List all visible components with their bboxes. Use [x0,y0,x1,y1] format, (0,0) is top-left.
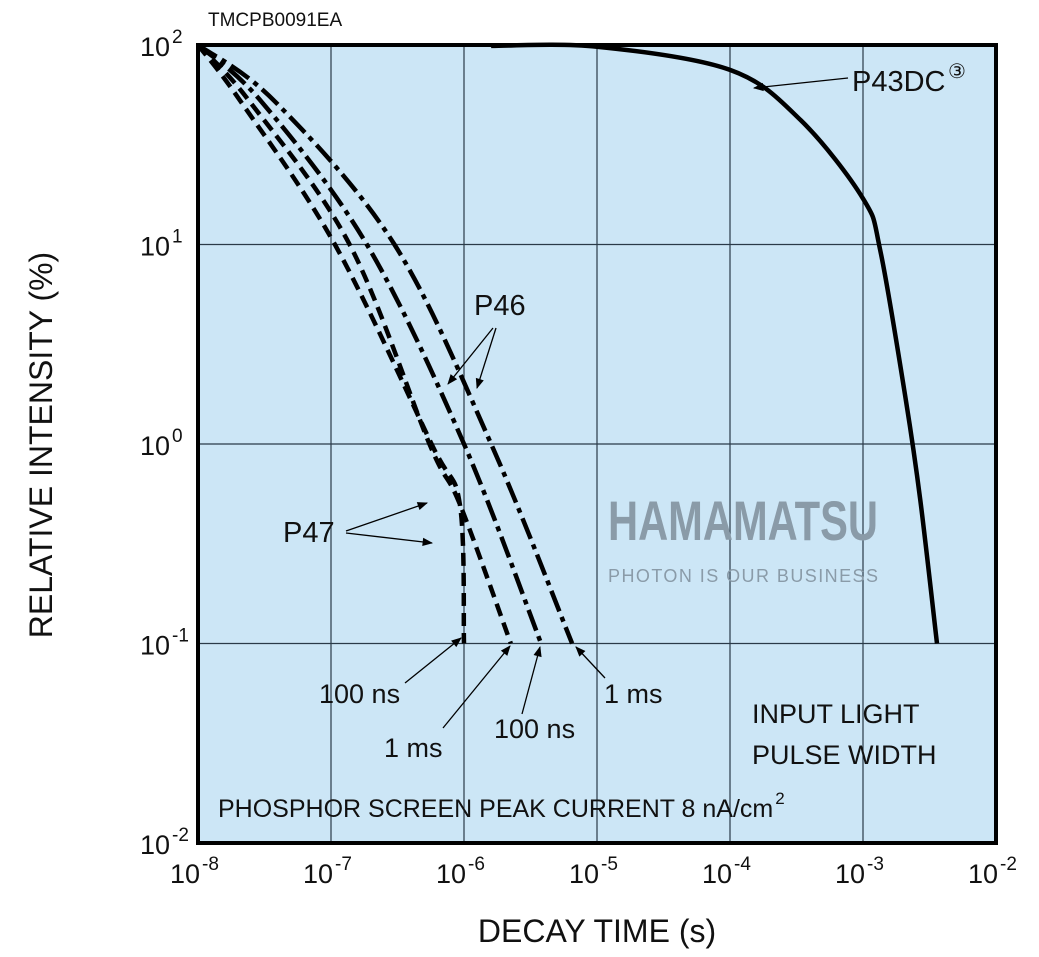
curve-p47-1ms [196,43,513,645]
y-tick-exponent: -2 [172,825,189,846]
annotations: P43DC ③ P46 P47 100 ns 1 ms 100 ns 1 ms … [218,61,966,823]
x-tick-exponent: -5 [601,854,618,875]
y-tick-label: 10 [140,232,170,262]
label-p47-100ns: 100 ns [319,679,400,709]
x-axis-title: DECAY TIME (s) [478,913,716,949]
arrow-p47-100ns [404,637,462,684]
x-tick-label: 10 [968,859,998,889]
x-tick-exponent: -7 [335,854,352,875]
x-tick-exponent: -4 [734,854,751,875]
y-tick-label: 10 [140,32,170,62]
arrow-p46-1ms [575,646,606,679]
curve-p43dc [491,42,940,644]
plot-frame [196,43,998,845]
curve-p46-100ns [196,43,544,645]
label-p46-1ms: 1 ms [604,679,663,709]
curves [196,42,940,645]
arrow-p47-a [345,502,428,532]
arrow-p43dc [752,77,849,92]
arrow-p47-b [345,532,434,547]
figure-code: TMCPB0091EA [208,10,342,31]
y-tick-label: 10 [140,631,170,661]
arrow-p46-a [447,327,494,385]
annotation-arrows [345,77,849,729]
curve-p47-100ns [196,43,467,644]
y-axis-title: RELATIVE INTENSITY (%) [23,252,59,638]
y-tick-label: 10 [140,431,170,461]
label-p43dc: P43DC [852,66,946,98]
x-tick-label: 10 [702,859,732,889]
watermark-tagline: PHOTON IS OUR BUSINESS [608,566,878,586]
arrow-p46-b [475,327,497,389]
y-tick-exponent: 1 [172,227,183,248]
x-tick-label: 10 [303,859,333,889]
arrow-p47-1ms [442,645,511,729]
label-p47: P47 [283,517,335,549]
x-tick-exponent: -8 [202,854,219,875]
x-tick-label: 10 [835,859,865,889]
y-tick-label: 10 [140,830,170,860]
label-p46: P46 [474,290,526,322]
label-p43dc-note: ③ [948,61,966,83]
arrow-p46-100ns [521,645,542,715]
curve-p46-1ms [196,43,575,645]
x-tick-label: 10 [170,859,200,889]
label-p46-100ns: 100 ns [494,714,575,744]
x-tick-label: 10 [436,859,466,889]
label-p47-1ms: 1 ms [384,733,443,763]
legend-line1: INPUT LIGHT [752,699,920,729]
watermark-main: HAMAMATSU [608,489,878,552]
x-tick-label: 10 [569,859,599,889]
x-tick-labels: 10 -8 10 -7 10 -6 10 -5 10 -4 10 -3 10 -2 [170,854,1017,889]
y-tick-exponent: 0 [172,426,183,447]
x-tick-exponent: -6 [468,854,485,875]
y-tick-exponent: -1 [172,626,189,647]
x-tick-exponent: -3 [867,854,884,875]
x-tick-exponent: -2 [1000,854,1017,875]
condition-note-superscript: 2 [775,789,784,808]
condition-note: PHOSPHOR SCREEN PEAK CURRENT 8 nA/cm [218,795,773,823]
y-tick-exponent: 2 [172,27,183,48]
legend-line2: PULSE WIDTH [752,740,937,770]
